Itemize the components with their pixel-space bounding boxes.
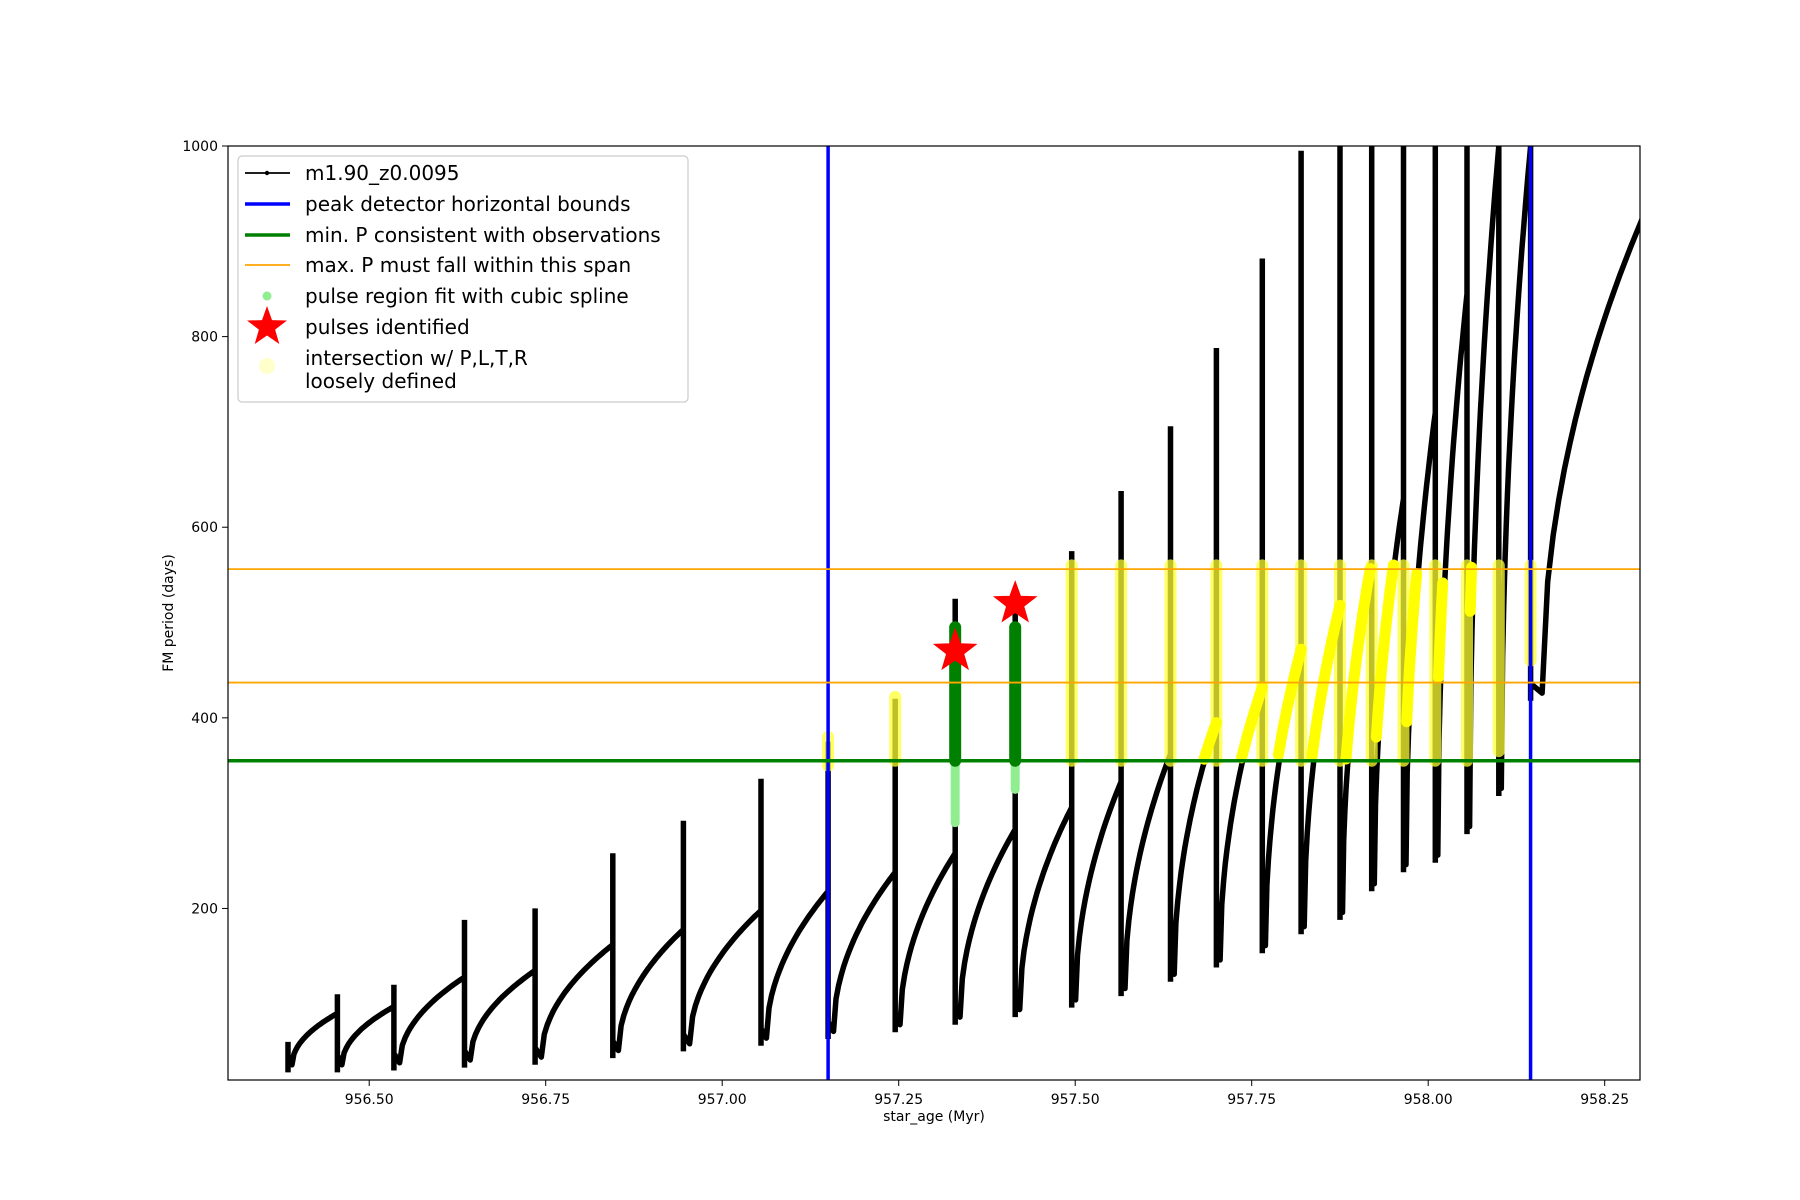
intersection-arc-14: [1198, 717, 1222, 765]
legend-label2-6: loosely defined: [305, 369, 457, 393]
legend-label-1: peak detector horizontal bounds: [305, 192, 631, 216]
legend-marker-0: [264, 170, 270, 176]
plot-frame: [227, 145, 1641, 1081]
x-tick-label-4: 957.50: [1051, 1092, 1100, 1108]
x-tick-label-1: 956.75: [521, 1092, 570, 1108]
intersection-arc-21: [1432, 577, 1449, 684]
x-tick-label-3: 957.25: [874, 1092, 923, 1108]
x-tick-label-2: 957.00: [698, 1092, 747, 1108]
legend-handle-4: [262, 291, 272, 301]
y-tick-label-2: 600: [191, 520, 218, 536]
legend-handle-5: [247, 306, 287, 344]
intersection-arc-17: [1306, 599, 1346, 763]
intersection-arc-19: [1370, 559, 1399, 743]
pulse-star-1: [992, 580, 1038, 623]
intersection-arc-22: [1464, 561, 1478, 617]
legend-label-6: intersection w/ P,L,T,R: [305, 346, 528, 370]
legend-label-3: max. P must fall within this span: [305, 253, 631, 277]
x-tick-label-0: 956.50: [345, 1092, 394, 1108]
pulse-star-0: [932, 627, 978, 671]
intersection-arc-16: [1272, 643, 1307, 761]
y-tick-label-3: 800: [191, 330, 218, 346]
y-tick-label-1: 400: [191, 711, 218, 727]
legend-handle-6: [259, 358, 275, 374]
y-axis-label: FM period (days): [161, 554, 177, 672]
x-tick-label-7: 958.25: [1580, 1092, 1629, 1108]
y-tick-label-4: 1000: [182, 139, 218, 155]
x-tick-label-5: 957.75: [1227, 1092, 1276, 1108]
plot-area: [228, 146, 1640, 1080]
legend-box: [237, 155, 689, 403]
legend-label-4: pulse region fit with cubic spline: [305, 284, 629, 308]
x-axis-label: star_age (Myr): [883, 1109, 985, 1125]
y-tick-label-0: 200: [191, 901, 218, 917]
axes: 956.50 956.75 957.00 957.25 957.50 957.75 958.…: [182, 139, 1629, 1108]
legend-label-0: m1.90_z0.0095: [305, 161, 460, 185]
intersection-arc-20: [1401, 568, 1423, 728]
x-tick-label-6: 958.00: [1404, 1092, 1453, 1108]
intersection-arc-18: [1340, 563, 1376, 765]
legend-label-2: min. P consistent with observations: [305, 223, 661, 247]
legend-label-5: pulses identified: [305, 315, 470, 339]
intersection-arc-15: [1236, 681, 1268, 764]
